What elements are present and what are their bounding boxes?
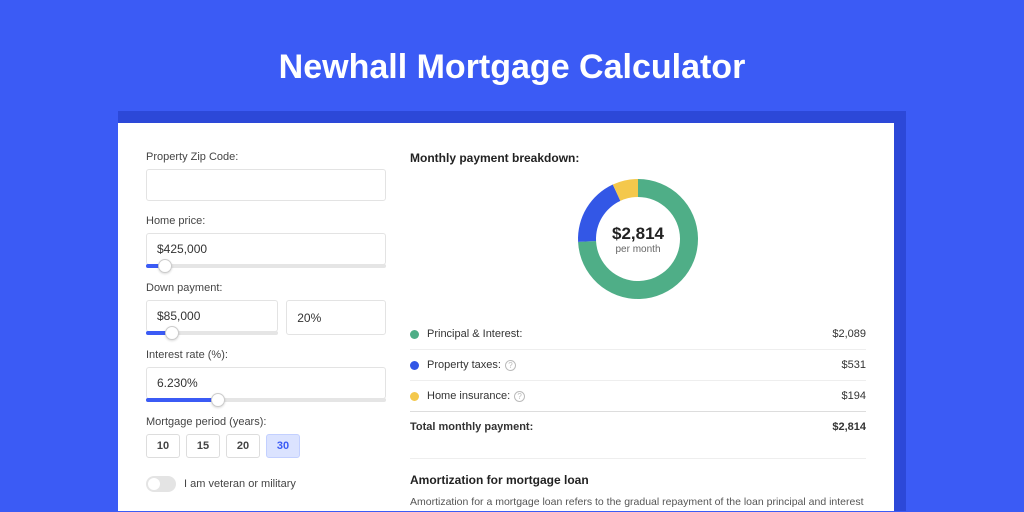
veteran-label: I am veteran or military: [184, 478, 296, 490]
page-title: Newhall Mortgage Calculator: [0, 0, 1024, 111]
interest-rate-slider[interactable]: [146, 398, 386, 402]
interest-rate-field: Interest rate (%):: [146, 349, 386, 402]
breakdown-panel: Monthly payment breakdown: $2,814 per mo…: [410, 151, 866, 511]
period-button-30[interactable]: 30: [266, 434, 300, 458]
breakdown-title: Monthly payment breakdown:: [410, 151, 866, 165]
veteran-toggle[interactable]: [146, 476, 176, 492]
down-payment-label: Down payment:: [146, 282, 386, 294]
legend-total-row: Total monthly payment:$2,814: [410, 411, 866, 442]
period-buttons: 10152030: [146, 434, 386, 458]
interest-rate-label: Interest rate (%):: [146, 349, 386, 361]
amortization-text: Amortization for a mortgage loan refers …: [410, 495, 866, 511]
legend-total-value: $2,814: [832, 421, 866, 433]
home-price-input[interactable]: [146, 233, 386, 265]
period-field: Mortgage period (years): 10152030: [146, 416, 386, 458]
zip-input[interactable]: [146, 169, 386, 201]
legend-label: Principal & Interest:: [427, 328, 832, 340]
home-price-field: Home price:: [146, 215, 386, 268]
legend: Principal & Interest:$2,089Property taxe…: [410, 319, 866, 442]
legend-dot: [410, 361, 419, 370]
legend-label: Property taxes: ?: [427, 359, 842, 371]
down-payment-pct-input[interactable]: [286, 300, 386, 335]
down-payment-field: Down payment:: [146, 282, 386, 335]
form-panel: Property Zip Code: Home price: Down paym…: [146, 151, 386, 511]
donut-center: $2,814 per month: [576, 177, 700, 301]
legend-value: $531: [842, 359, 866, 371]
legend-row: Home insurance: ?$194: [410, 380, 866, 411]
period-label: Mortgage period (years):: [146, 416, 386, 428]
donut-chart: $2,814 per month: [576, 177, 700, 301]
info-icon[interactable]: ?: [505, 360, 516, 371]
legend-dot: [410, 330, 419, 339]
interest-rate-input[interactable]: [146, 367, 386, 399]
legend-total-label: Total monthly payment:: [410, 421, 832, 433]
legend-value: $2,089: [832, 328, 866, 340]
zip-field: Property Zip Code:: [146, 151, 386, 201]
home-price-slider[interactable]: [146, 264, 386, 268]
donut-chart-wrap: $2,814 per month: [410, 177, 866, 301]
veteran-row: I am veteran or military: [146, 476, 386, 492]
period-button-10[interactable]: 10: [146, 434, 180, 458]
period-button-20[interactable]: 20: [226, 434, 260, 458]
down-payment-slider[interactable]: [146, 331, 278, 335]
amortization-title: Amortization for mortgage loan: [410, 458, 866, 487]
card-shadow: Property Zip Code: Home price: Down paym…: [118, 111, 906, 511]
down-payment-input[interactable]: [146, 300, 278, 332]
calculator-card: Property Zip Code: Home price: Down paym…: [118, 123, 894, 511]
info-icon[interactable]: ?: [514, 391, 525, 402]
toggle-knob: [148, 478, 160, 490]
donut-sub: per month: [615, 244, 660, 255]
donut-amount: $2,814: [612, 224, 664, 244]
legend-dot: [410, 392, 419, 401]
legend-label: Home insurance: ?: [427, 390, 842, 402]
zip-label: Property Zip Code:: [146, 151, 386, 163]
home-price-label: Home price:: [146, 215, 386, 227]
legend-row: Principal & Interest:$2,089: [410, 319, 866, 349]
legend-row: Property taxes: ?$531: [410, 349, 866, 380]
period-button-15[interactable]: 15: [186, 434, 220, 458]
legend-value: $194: [842, 390, 866, 402]
